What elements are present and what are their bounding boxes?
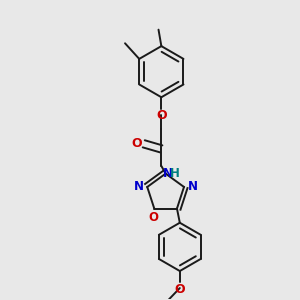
Text: N: N [134, 180, 144, 193]
Text: O: O [175, 283, 185, 296]
Text: N: N [188, 180, 197, 193]
Text: O: O [148, 212, 158, 224]
Text: H: H [170, 167, 180, 179]
Text: N: N [163, 167, 173, 179]
Text: O: O [156, 110, 167, 122]
Text: O: O [131, 137, 142, 150]
